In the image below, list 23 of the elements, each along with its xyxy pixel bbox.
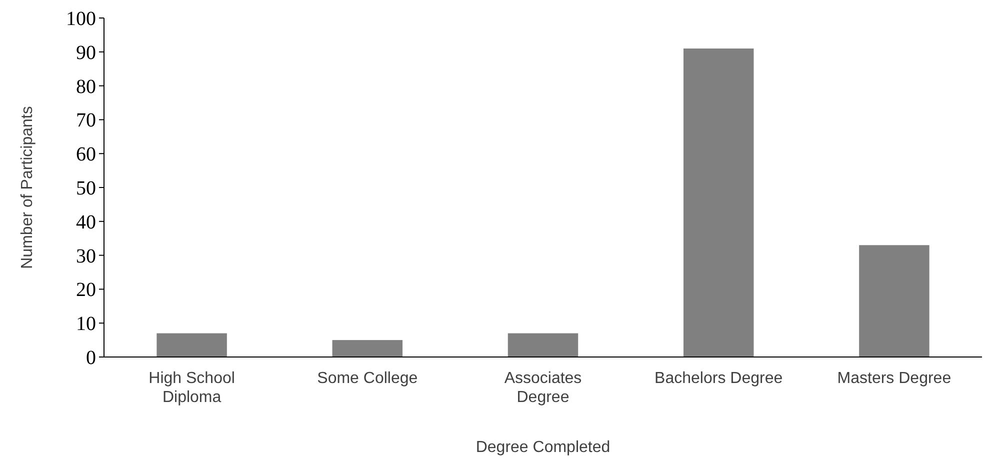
y-tick-label: 50 xyxy=(76,178,96,200)
x-tick-label: Some College xyxy=(317,370,418,387)
x-tick-label: Masters Degree xyxy=(837,370,952,387)
y-tick-label: 40 xyxy=(76,211,96,234)
y-tick-label: 70 xyxy=(76,110,96,132)
y-tick-label: 80 xyxy=(76,76,96,98)
bar xyxy=(508,333,578,357)
y-tick-label: 30 xyxy=(76,245,96,268)
y-tick-label: 0 xyxy=(86,347,96,369)
y-tick-label: 90 xyxy=(76,42,96,64)
y-tick-label: 60 xyxy=(76,144,96,166)
y-tick-label: 100 xyxy=(66,8,96,30)
bar xyxy=(859,245,930,357)
y-axis-title: Number of Participants xyxy=(19,106,36,269)
y-tick-label: 20 xyxy=(76,279,96,302)
y-tick-label: 10 xyxy=(76,313,96,336)
x-axis-title: Degree Completed xyxy=(476,439,610,456)
x-tick-label: High School Diploma xyxy=(148,370,235,406)
x-tick-label: Associates Degree xyxy=(504,370,582,406)
bar xyxy=(332,340,403,357)
x-tick-label: Bachelors Degree xyxy=(654,370,783,387)
bar xyxy=(683,48,754,357)
bar xyxy=(156,333,227,357)
